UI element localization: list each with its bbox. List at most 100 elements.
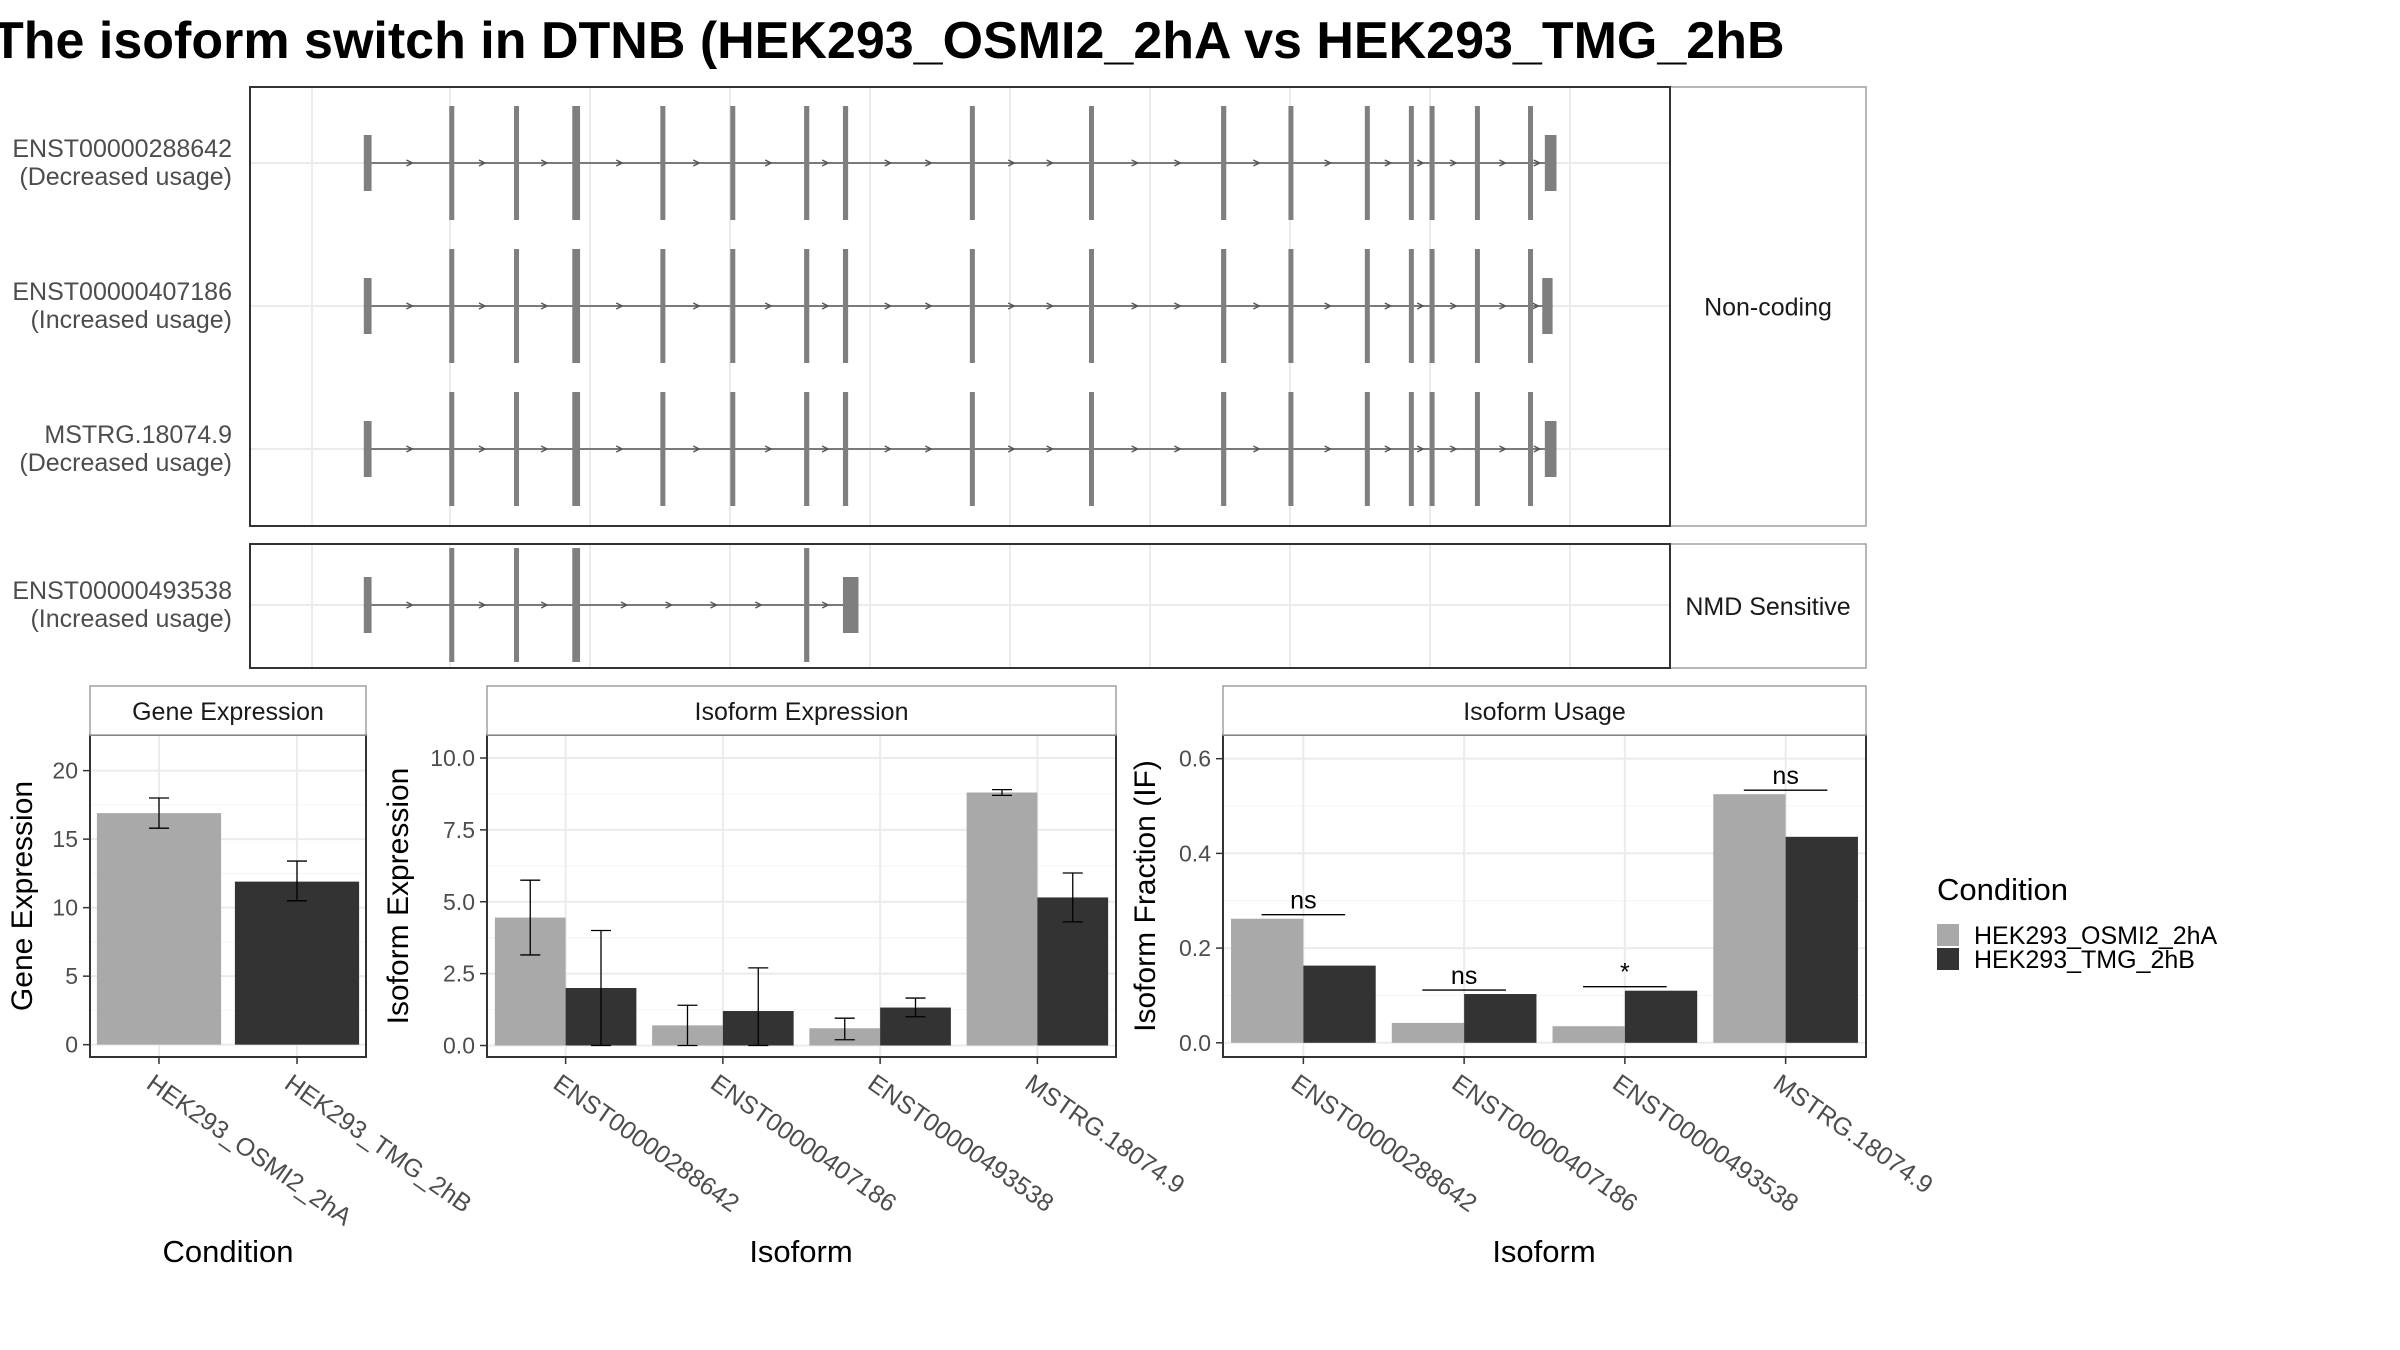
intron-direction-arrow xyxy=(406,445,414,453)
transcript-usage-label: (Increased usage) xyxy=(30,605,232,633)
exon-block xyxy=(572,392,581,506)
bar xyxy=(1464,994,1537,1043)
bar xyxy=(96,813,222,1045)
intron-direction-arrow xyxy=(1416,445,1425,453)
intron-direction-arrow xyxy=(1253,159,1261,167)
structure-panel-border xyxy=(249,86,1671,527)
intron-direction-arrow xyxy=(1499,445,1507,453)
intron-direction-arrow xyxy=(1007,302,1016,310)
intron-direction-arrow xyxy=(1174,302,1182,310)
transcript-usage-label: (Decreased usage) xyxy=(19,449,232,477)
chart-title: Isoform Expression xyxy=(695,698,909,726)
exon-block xyxy=(1544,135,1557,191)
exon-block xyxy=(449,392,455,506)
exon-block xyxy=(1474,106,1480,220)
y-axis-label: Gene Expression xyxy=(6,781,39,1011)
intron-direction-arrow xyxy=(406,302,414,310)
exon-block xyxy=(514,249,520,363)
exon-block xyxy=(969,249,975,363)
y-tick-label: 0 xyxy=(65,1032,78,1058)
legend-entry-label: HEK293_OSMI2_2hA xyxy=(1974,922,2218,950)
transcript-row: ENST00000493538(Increased usage) xyxy=(12,548,1670,662)
exon-block xyxy=(969,392,975,506)
intron-direction-arrow xyxy=(406,601,414,609)
intron-direction-arrow xyxy=(1499,302,1507,310)
exon-block xyxy=(1528,106,1534,220)
exon-block xyxy=(1364,106,1370,220)
intron-direction-arrow xyxy=(1131,302,1140,310)
intron-direction-arrow xyxy=(1131,445,1140,453)
y-tick-label: 0.0 xyxy=(443,1033,475,1059)
intron-direction-arrow xyxy=(1174,445,1182,453)
intron-direction-arrow xyxy=(924,159,933,167)
group-strip xyxy=(1669,543,1867,669)
bar xyxy=(1785,836,1858,1043)
exon-block xyxy=(1474,392,1480,506)
significance-label: ns xyxy=(1772,762,1798,790)
transcript-usage-label: (Increased usage) xyxy=(30,306,232,334)
intron-direction-arrow xyxy=(1533,445,1542,453)
exon-block xyxy=(842,392,849,506)
intron-direction-arrow xyxy=(615,302,624,310)
exon-block xyxy=(804,106,810,220)
intron-direction-arrow xyxy=(754,601,763,609)
exon-block xyxy=(660,392,666,506)
intron-direction-arrow xyxy=(1533,159,1542,167)
transcript-row: MSTRG.18074.9(Decreased usage) xyxy=(19,392,1670,506)
intron-direction-arrow xyxy=(1449,302,1458,310)
exon-block xyxy=(804,249,810,363)
exon-block xyxy=(1288,249,1294,363)
intron-direction-arrow xyxy=(615,159,624,167)
exon-block xyxy=(572,106,581,220)
intron-direction-arrow xyxy=(1046,302,1055,310)
x-tick-label: MSTRG.18074.9 xyxy=(1768,1069,1938,1200)
intron-direction-arrow xyxy=(1532,302,1540,310)
exon-block xyxy=(363,421,372,477)
exon-block xyxy=(1364,392,1370,506)
intron-direction-arrow xyxy=(821,302,830,310)
exon-block xyxy=(1429,106,1435,220)
intron-direction-arrow xyxy=(1384,445,1393,453)
exon-block xyxy=(449,249,455,363)
transcript-id-label: MSTRG.18074.9 xyxy=(44,421,232,449)
intron-direction-arrow xyxy=(692,159,701,167)
exon-block xyxy=(1408,249,1414,363)
exon-block xyxy=(842,249,849,363)
exon-block xyxy=(363,278,372,334)
legend-swatch xyxy=(1937,924,1959,946)
y-tick-label: 10 xyxy=(52,895,78,921)
intron-direction-arrow xyxy=(764,159,773,167)
exon-block xyxy=(514,392,520,506)
intron-direction-arrow xyxy=(478,159,487,167)
exon-block xyxy=(572,249,581,363)
intron-direction-arrow xyxy=(1384,302,1393,310)
exon-block xyxy=(1544,421,1557,477)
exon-block xyxy=(1221,392,1227,506)
intron-direction-arrow xyxy=(540,302,549,310)
intron-direction-arrow xyxy=(1324,302,1333,310)
exon-block xyxy=(1221,106,1227,220)
intron-direction-arrow xyxy=(1499,159,1507,167)
transcript-usage-label: (Decreased usage) xyxy=(19,163,232,191)
chart-title-strip xyxy=(1222,685,1867,736)
bar-chart-panels: 05101520HEK293_OSMI2_2hAHEK293_TMG_2hBGe… xyxy=(6,685,1938,1269)
intron-direction-arrow xyxy=(478,302,487,310)
group-strip-label: NMD Sensitive xyxy=(1685,593,1850,621)
exon-block xyxy=(1528,249,1534,363)
y-tick-label: 5 xyxy=(65,963,78,989)
y-tick-label: 7.5 xyxy=(443,817,475,843)
intron-direction-arrow xyxy=(615,445,624,453)
bar xyxy=(1391,1022,1465,1043)
intron-direction-arrow xyxy=(764,445,773,453)
exon-block xyxy=(1089,106,1094,220)
exon-block xyxy=(730,106,736,220)
bar xyxy=(1624,990,1698,1043)
intron-direction-arrow xyxy=(1384,159,1393,167)
bar xyxy=(966,792,1038,1046)
legend-entry-label: HEK293_TMG_2hB xyxy=(1974,946,2195,974)
exon-block xyxy=(1288,392,1294,506)
y-axis-label: Isoform Fraction (IF) xyxy=(1129,760,1162,1032)
intron-direction-arrow xyxy=(1131,159,1140,167)
exon-block xyxy=(1089,249,1094,363)
